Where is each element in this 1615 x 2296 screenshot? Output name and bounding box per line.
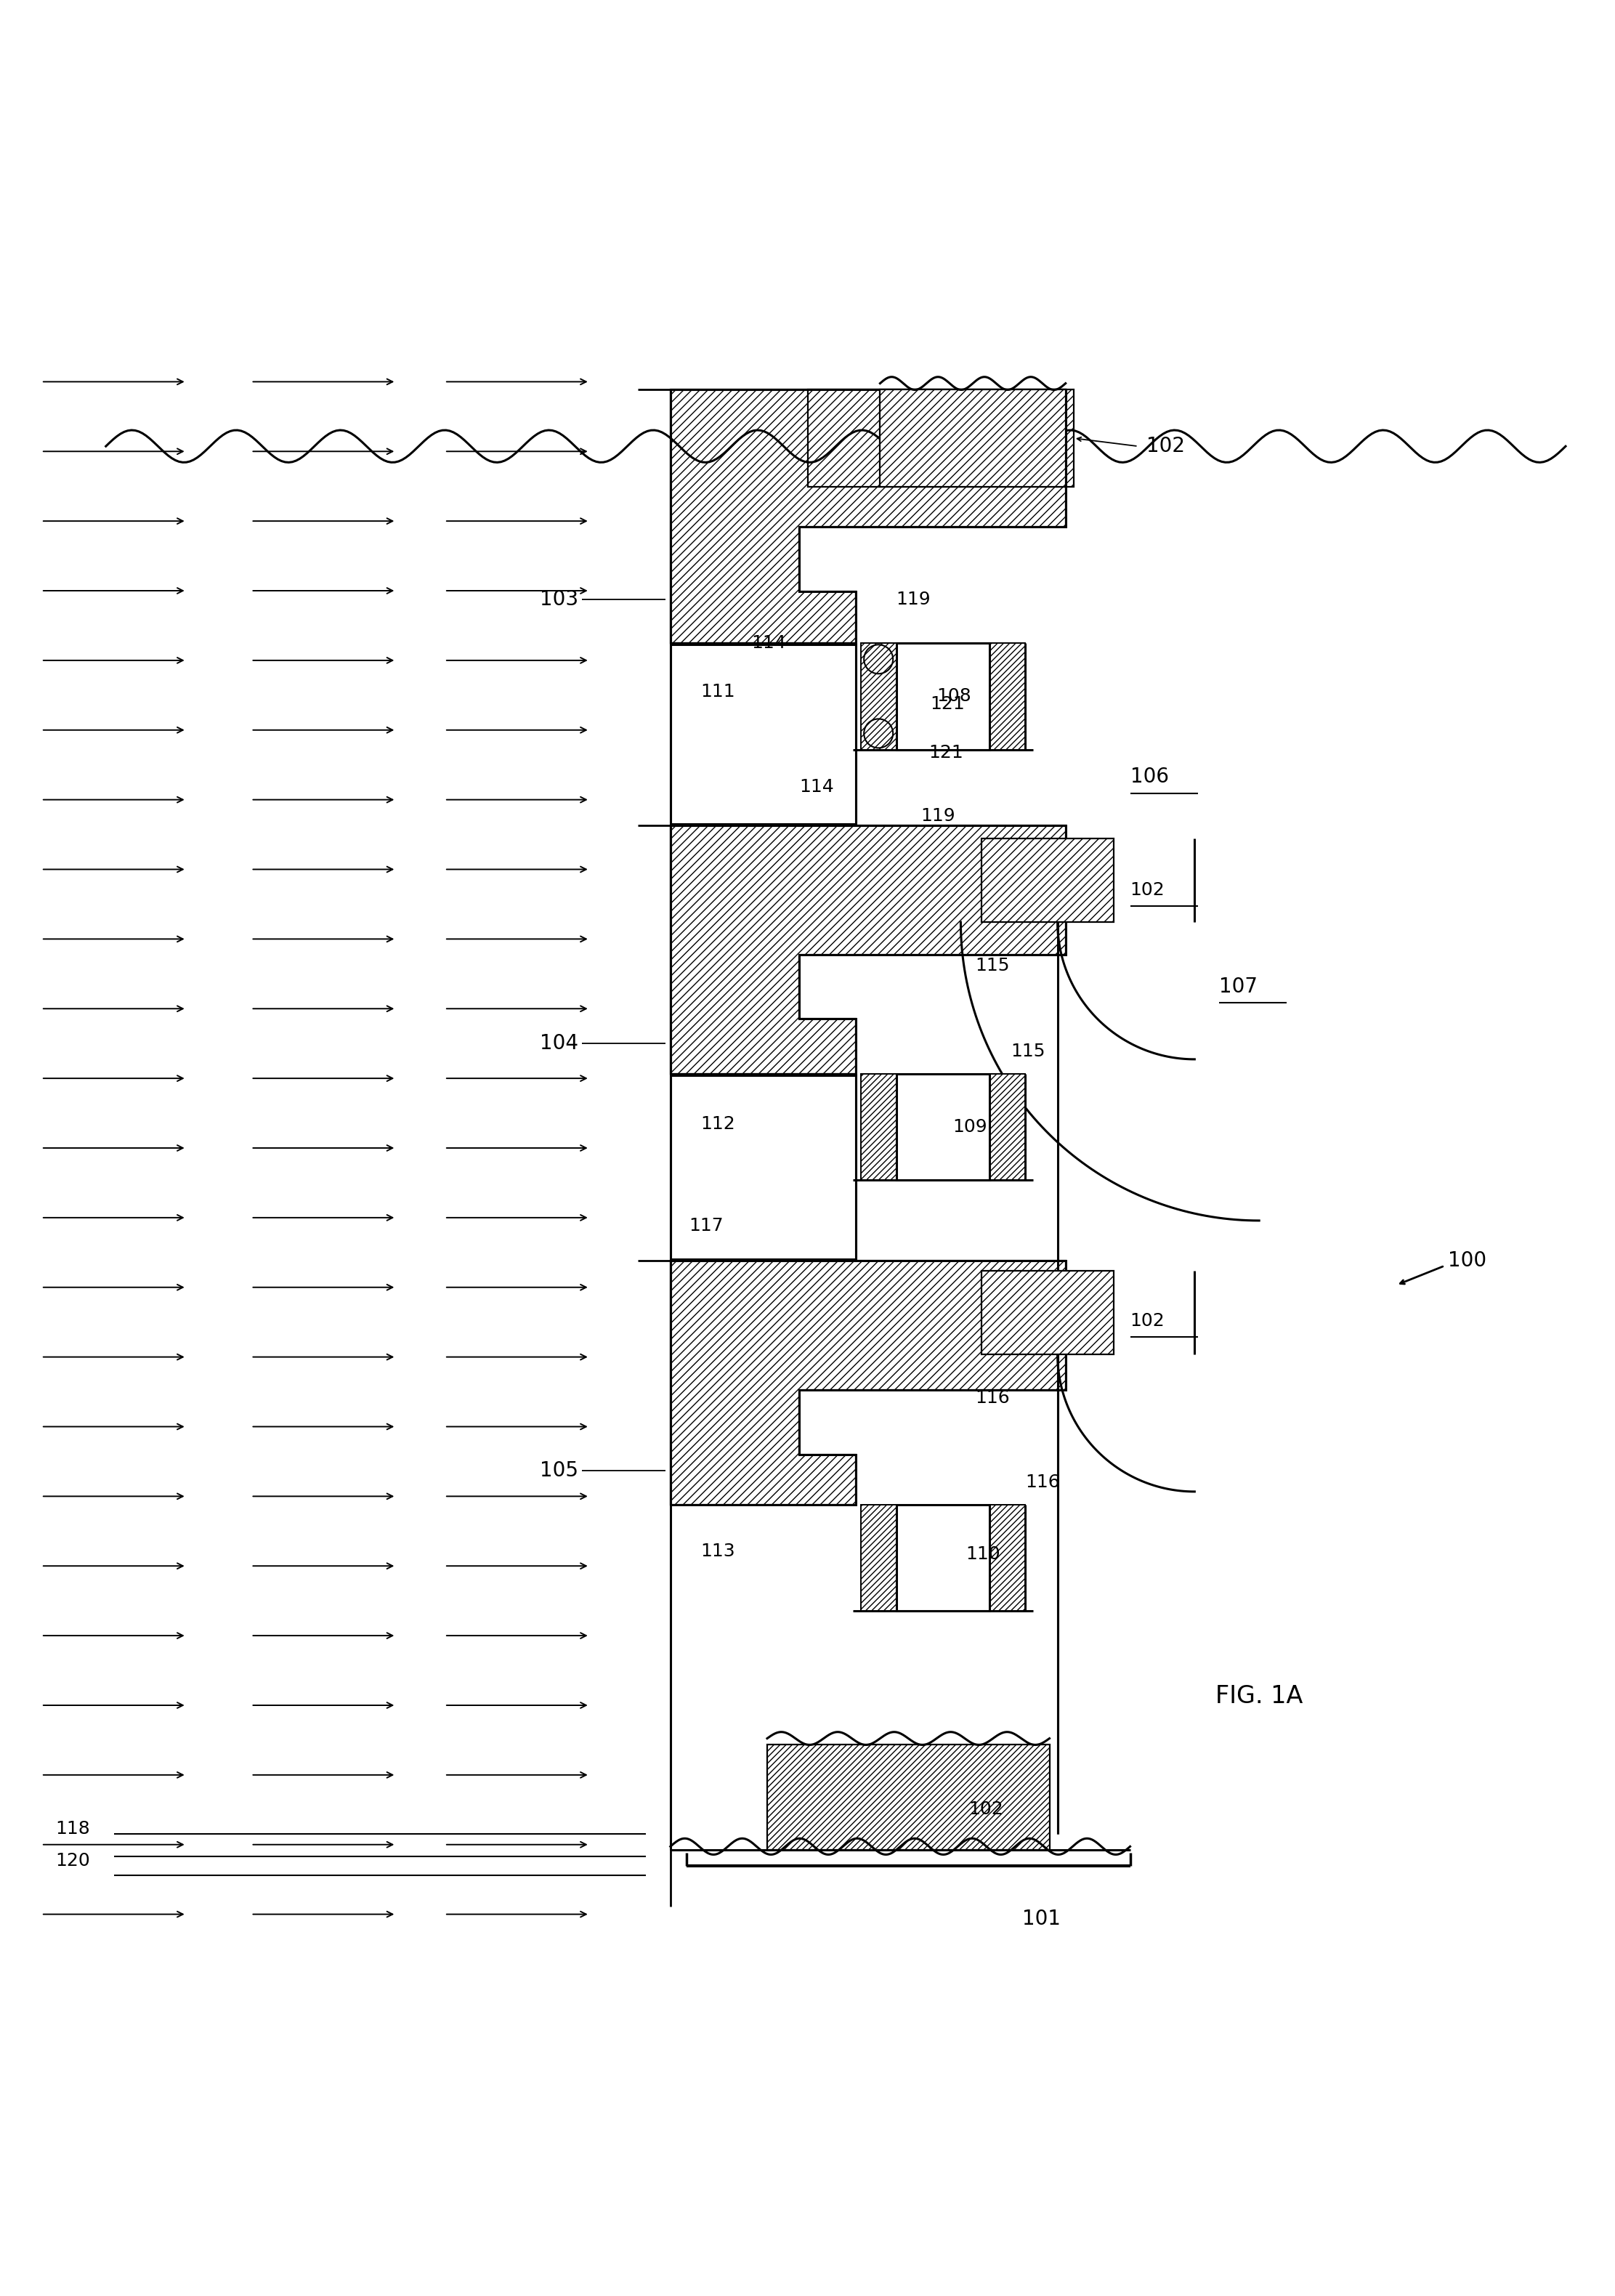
Text: 105: 105 (539, 1460, 578, 1481)
Text: 108: 108 (937, 687, 971, 705)
Text: 119: 119 (896, 590, 930, 608)
Text: 115: 115 (1011, 1042, 1045, 1061)
Polygon shape (670, 824, 1066, 1075)
Text: 102: 102 (1130, 882, 1164, 898)
Text: 103: 103 (539, 590, 578, 611)
Text: 112: 112 (701, 1116, 735, 1132)
Text: 119: 119 (921, 806, 954, 824)
Text: 116: 116 (1026, 1474, 1059, 1490)
Text: 114: 114 (799, 778, 833, 794)
Text: 120: 120 (55, 1853, 90, 1869)
Bar (861, 1504, 896, 1612)
Text: 111: 111 (701, 682, 735, 700)
Bar (861, 1075, 896, 1180)
Bar (990, 1504, 1026, 1612)
Bar (861, 643, 896, 748)
Text: 110: 110 (966, 1545, 1000, 1564)
Text: 106: 106 (1130, 767, 1169, 788)
Text: 109: 109 (953, 1118, 987, 1137)
Bar (990, 643, 1026, 748)
Text: 100: 100 (1449, 1251, 1486, 1272)
Text: 116: 116 (975, 1389, 1009, 1407)
Text: 102: 102 (969, 1800, 1003, 1818)
Text: FIG. 1A: FIG. 1A (1216, 1685, 1303, 1708)
Text: 121: 121 (929, 744, 963, 762)
Bar (896, 643, 990, 748)
Bar (990, 1075, 1026, 1180)
Bar (896, 1075, 990, 1180)
Bar (982, 838, 1114, 923)
Bar (808, 390, 1074, 487)
Text: 114: 114 (751, 634, 787, 652)
Text: 101: 101 (1022, 1908, 1061, 1929)
Text: 107: 107 (1219, 976, 1258, 996)
Polygon shape (670, 1261, 1066, 1504)
Bar (670, 1075, 1066, 1261)
Bar (670, 645, 856, 824)
Text: 121: 121 (930, 696, 964, 714)
Text: 117: 117 (690, 1217, 724, 1235)
Text: 102: 102 (1147, 436, 1185, 457)
Bar (670, 1075, 856, 1258)
Text: 118: 118 (55, 1821, 90, 1837)
Polygon shape (670, 390, 1066, 643)
Bar (670, 643, 1066, 824)
Text: 102: 102 (1130, 1311, 1164, 1329)
Bar (896, 1504, 990, 1612)
Text: 113: 113 (701, 1543, 735, 1559)
Bar (880, 390, 1066, 487)
Text: 104: 104 (539, 1033, 578, 1054)
Bar (982, 1270, 1114, 1355)
Bar (670, 390, 1508, 1851)
Bar (767, 1745, 1050, 1851)
Text: 115: 115 (975, 957, 1009, 974)
